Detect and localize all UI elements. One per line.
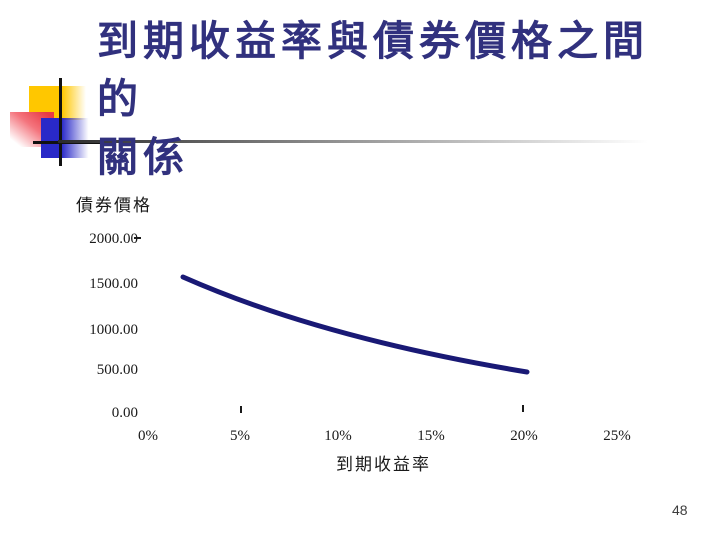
- x-tick-label-0: 0%: [138, 428, 158, 444]
- y-axis-tick-mark-2000: [134, 237, 141, 239]
- y-tick-label-1500: 1500.00: [89, 276, 138, 292]
- x-axis-tick-mark-20pct: [522, 405, 524, 412]
- bond-price-curve: [180, 274, 530, 375]
- y-tick-label-500: 500.00: [96, 362, 138, 378]
- x-tick-label-10: 10%: [324, 428, 352, 444]
- slide-title-line2: 關係: [97, 133, 189, 182]
- slide-title-line1: 到期收益率與債券價格之間的: [97, 17, 649, 124]
- y-tick-label-0: 0.00: [111, 405, 138, 421]
- y-axis-title: 債券價格: [76, 196, 152, 215]
- y-tick-label-2000: 2000.00: [89, 231, 138, 247]
- x-tick-label-5: 5%: [230, 428, 250, 444]
- x-axis-title: 到期收益率: [336, 455, 431, 474]
- x-tick-label-25: 25%: [603, 428, 631, 444]
- slide-title: 到期收益率與債券價格之間的 關係: [97, 12, 687, 187]
- x-tick-label-15: 15%: [417, 428, 445, 444]
- x-axis-tick-mark-5pct: [240, 406, 242, 413]
- y-tick-label-1000: 1000.00: [89, 322, 138, 338]
- page-number: 48: [672, 502, 688, 518]
- decoration-vertical-line: [59, 78, 62, 166]
- x-tick-label-20: 20%: [510, 428, 538, 444]
- decoration-blue-square: [41, 118, 90, 158]
- title-underline-rule: [58, 140, 660, 143]
